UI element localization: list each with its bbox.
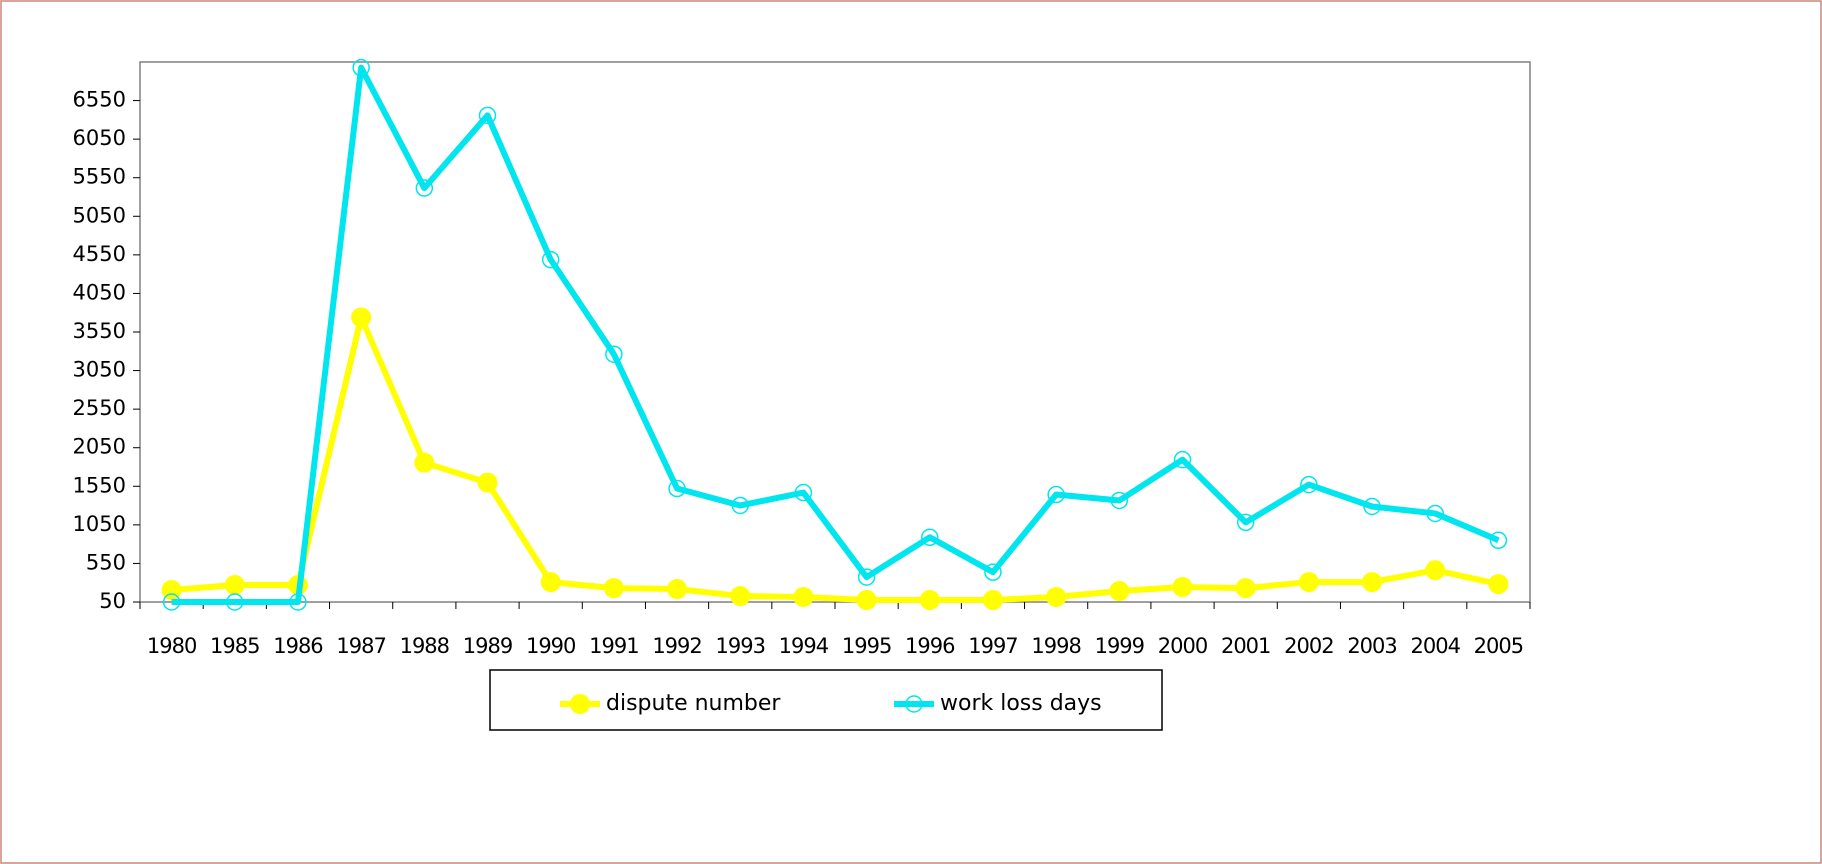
x-tick-label: 1986 xyxy=(273,634,323,658)
point xyxy=(226,593,244,611)
point xyxy=(352,58,370,77)
x-tick-label: 1980 xyxy=(147,634,196,658)
point xyxy=(1109,581,1130,602)
x-tick-label: 1995 xyxy=(842,634,891,658)
series-line xyxy=(171,314,1500,603)
x-tick-label: 1991 xyxy=(589,634,638,658)
legend-box xyxy=(489,669,1163,731)
point xyxy=(667,579,688,600)
point xyxy=(1363,497,1381,516)
point xyxy=(289,593,307,611)
point xyxy=(1298,572,1319,593)
y-tick-label: 3050 xyxy=(73,358,126,382)
y-tick-label: 5550 xyxy=(73,165,126,189)
point xyxy=(919,589,940,610)
point xyxy=(1046,586,1067,607)
point xyxy=(982,589,1003,610)
point xyxy=(162,593,181,611)
point xyxy=(414,452,435,473)
x-tick-label: 2005 xyxy=(1474,634,1523,658)
y-tick-label: 4550 xyxy=(73,242,126,266)
x-tick-label: 1990 xyxy=(526,634,575,658)
point xyxy=(1488,574,1509,595)
y-tick-label: 2550 xyxy=(73,396,126,420)
x-tick-label: 2004 xyxy=(1411,634,1461,658)
point xyxy=(793,586,814,607)
x-tick-label: 1998 xyxy=(1031,634,1080,658)
x-tick-label: 2001 xyxy=(1221,634,1270,658)
point xyxy=(794,483,813,502)
y-tick-label: 6050 xyxy=(73,126,126,150)
x-tick-label: 1992 xyxy=(652,634,701,658)
point xyxy=(224,575,245,596)
legend-label: work loss days xyxy=(940,691,1102,716)
point xyxy=(1110,491,1129,510)
point xyxy=(856,589,877,610)
point xyxy=(1426,504,1444,523)
x-tick-label: 1985 xyxy=(210,634,259,658)
series-line xyxy=(171,64,1500,605)
point xyxy=(857,568,876,586)
point xyxy=(1425,560,1446,581)
point xyxy=(415,179,434,197)
y-tick-label: 4050 xyxy=(73,280,126,304)
y-tick-label: 2050 xyxy=(73,435,126,459)
y-tick-label: 1550 xyxy=(73,473,126,497)
point xyxy=(351,307,372,328)
point xyxy=(477,472,498,493)
point xyxy=(541,250,560,269)
point xyxy=(730,586,751,607)
x-tick-label: 1997 xyxy=(968,634,1017,658)
x-tick-label: 1994 xyxy=(779,634,829,658)
point xyxy=(1173,450,1192,469)
point xyxy=(1362,572,1383,593)
point xyxy=(478,106,497,125)
x-tick-label: 2002 xyxy=(1284,634,1333,658)
y-tick-label: 1050 xyxy=(73,512,126,536)
point xyxy=(1047,485,1065,504)
y-tick-label: 3550 xyxy=(73,319,126,343)
point xyxy=(1300,475,1318,494)
x-tick-label: 1999 xyxy=(1095,634,1144,658)
legend-label: dispute number xyxy=(606,691,781,716)
point xyxy=(540,572,561,593)
point xyxy=(1236,513,1255,532)
point xyxy=(1235,578,1256,599)
point xyxy=(1172,577,1193,598)
legend-marker xyxy=(905,695,923,713)
y-tick-label: 50 xyxy=(99,589,126,613)
x-tick-label: 2000 xyxy=(1158,634,1207,658)
x-tick-label: 2003 xyxy=(1347,634,1396,658)
x-tick-label: 1989 xyxy=(463,634,512,658)
x-tick-label: 1987 xyxy=(336,634,385,658)
point xyxy=(731,496,749,515)
point xyxy=(605,345,623,363)
point xyxy=(921,528,939,547)
point xyxy=(984,563,1002,581)
point xyxy=(668,479,686,498)
point xyxy=(1489,531,1508,550)
legend-marker xyxy=(570,694,590,714)
x-tick-label: 1996 xyxy=(905,634,955,658)
x-tick-label: 1988 xyxy=(400,634,449,658)
y-tick-label: 6550 xyxy=(73,88,126,112)
y-tick-label: 550 xyxy=(86,550,126,574)
x-tick-label: 1993 xyxy=(716,634,765,658)
y-tick-label: 5050 xyxy=(73,203,126,227)
point xyxy=(603,578,624,599)
